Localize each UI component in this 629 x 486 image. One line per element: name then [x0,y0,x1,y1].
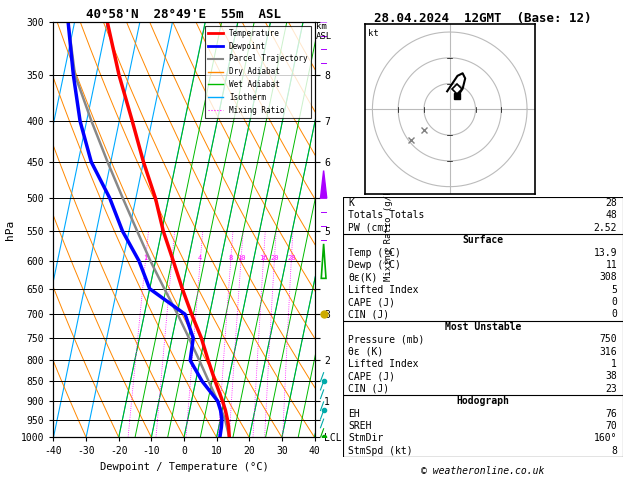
Title: 40°58'N  28°49'E  55m  ASL: 40°58'N 28°49'E 55m ASL [86,8,282,21]
X-axis label: Dewpoint / Temperature (°C): Dewpoint / Temperature (°C) [99,462,269,472]
Polygon shape [321,171,327,198]
Text: Lifted Index: Lifted Index [348,359,419,369]
Polygon shape [321,0,327,22]
Text: 8: 8 [228,255,233,261]
Text: StmSpd (kt): StmSpd (kt) [348,446,413,456]
Text: PW (cm): PW (cm) [348,223,389,233]
Text: Pressure (mb): Pressure (mb) [348,334,425,344]
Text: Lifted Index: Lifted Index [348,285,419,295]
Text: 11: 11 [605,260,617,270]
Text: 10: 10 [237,255,245,261]
Text: 23: 23 [605,384,617,394]
Y-axis label: Mixing Ratio (g/kg): Mixing Ratio (g/kg) [384,178,392,281]
Text: Temp (°C): Temp (°C) [348,247,401,258]
Text: 5: 5 [611,285,617,295]
Text: θε(K): θε(K) [348,272,378,282]
Text: 8: 8 [611,446,617,456]
Text: 0: 0 [611,310,617,319]
Text: 316: 316 [599,347,617,357]
Y-axis label: hPa: hPa [6,220,15,240]
Text: 1: 1 [143,255,148,261]
Text: StmDir: StmDir [348,433,384,443]
Text: 38: 38 [605,371,617,382]
Text: 1: 1 [611,359,617,369]
Text: km
ASL: km ASL [316,22,332,41]
Text: 28: 28 [287,255,296,261]
Text: 28.04.2024  12GMT  (Base: 12): 28.04.2024 12GMT (Base: 12) [374,12,591,25]
Text: 2: 2 [170,255,174,261]
Text: 48: 48 [605,210,617,221]
Text: 750: 750 [599,334,617,344]
Text: 20: 20 [270,255,279,261]
Text: 160°: 160° [594,433,617,443]
Text: 70: 70 [605,421,617,431]
Text: Totals Totals: Totals Totals [348,210,425,221]
Text: © weatheronline.co.uk: © weatheronline.co.uk [421,466,545,476]
Text: 76: 76 [605,409,617,418]
Text: Dewp (°C): Dewp (°C) [348,260,401,270]
Text: EH: EH [348,409,360,418]
Text: 28: 28 [605,198,617,208]
Text: 0: 0 [611,297,617,307]
Text: Most Unstable: Most Unstable [445,322,521,332]
Text: CIN (J): CIN (J) [348,384,389,394]
Text: 13.9: 13.9 [594,247,617,258]
Text: 16: 16 [259,255,267,261]
Text: CAPE (J): CAPE (J) [348,297,396,307]
Text: K: K [348,198,354,208]
Text: CAPE (J): CAPE (J) [348,371,396,382]
Text: θε (K): θε (K) [348,347,384,357]
Text: kt: kt [368,29,379,38]
Text: Surface: Surface [462,235,503,245]
Text: 2.52: 2.52 [594,223,617,233]
Text: CIN (J): CIN (J) [348,310,389,319]
Text: SREH: SREH [348,421,372,431]
Text: 4: 4 [198,255,203,261]
Text: Hodograph: Hodograph [456,396,509,406]
Legend: Temperature, Dewpoint, Parcel Trajectory, Dry Adiabat, Wet Adiabat, Isotherm, Mi: Temperature, Dewpoint, Parcel Trajectory… [204,26,311,118]
Text: 308: 308 [599,272,617,282]
